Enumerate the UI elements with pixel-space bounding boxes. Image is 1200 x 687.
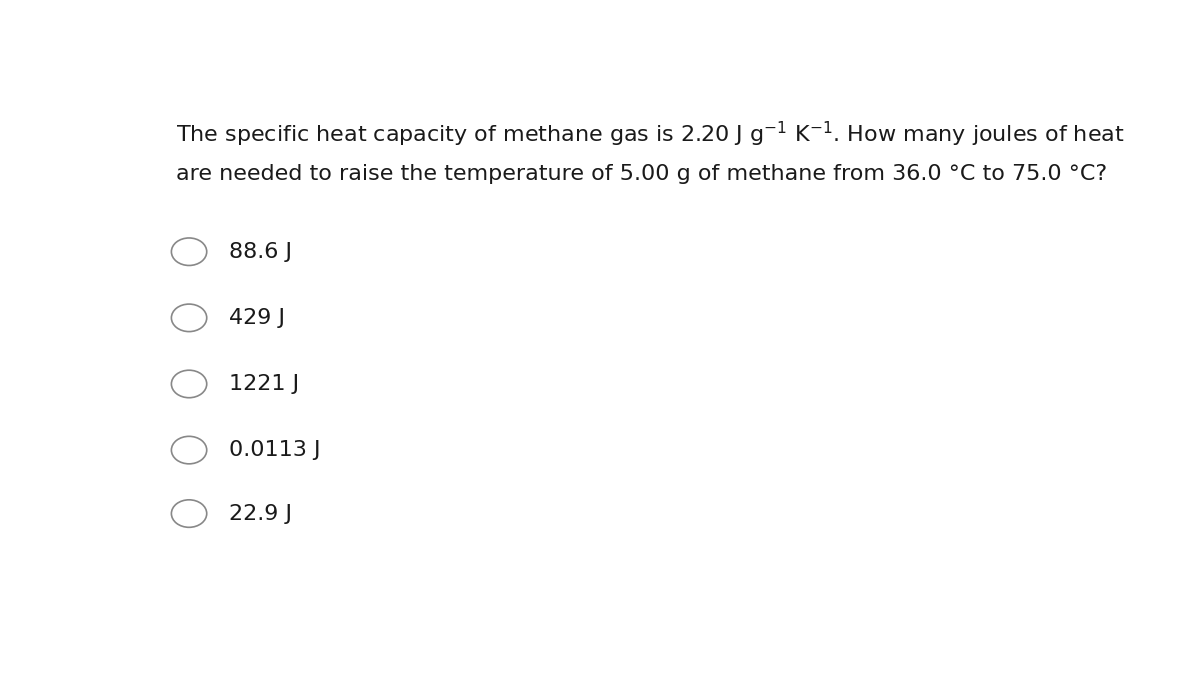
Text: 429 J: 429 J: [229, 308, 286, 328]
Text: 88.6 J: 88.6 J: [229, 242, 292, 262]
Text: The specific heat capacity of methane gas is 2.20 J g$^{-1}$ K$^{-1}$. How many : The specific heat capacity of methane ga…: [176, 120, 1124, 148]
Text: 1221 J: 1221 J: [229, 374, 299, 394]
Text: are needed to raise the temperature of 5.00 g of methane from 36.0 °C to 75.0 °C: are needed to raise the temperature of 5…: [176, 164, 1108, 184]
Text: 22.9 J: 22.9 J: [229, 504, 292, 523]
Text: 0.0113 J: 0.0113 J: [229, 440, 320, 460]
